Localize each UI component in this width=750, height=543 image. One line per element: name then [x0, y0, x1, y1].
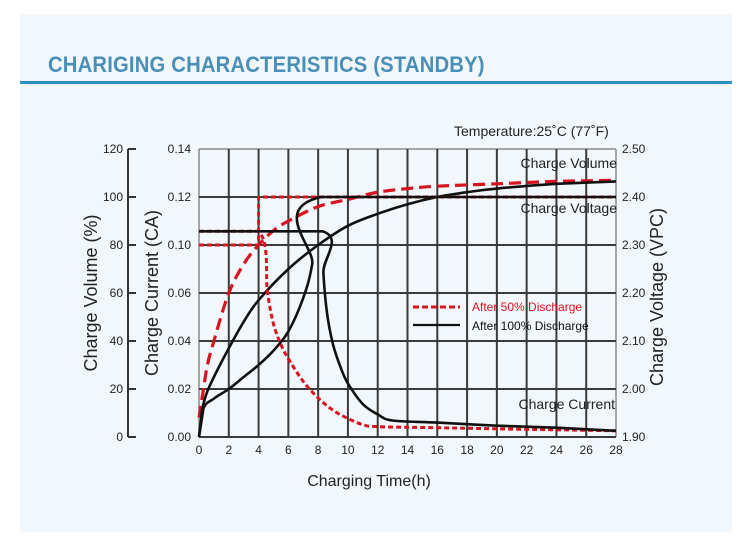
series-charge-voltage-after-100-discharge — [197, 195, 616, 438]
current-tick-label: 0.06 — [168, 286, 192, 300]
chart-panel — [20, 14, 732, 532]
voltage-tick-label: 2.10 — [622, 334, 646, 348]
volume-tick-label: 100 — [103, 190, 123, 204]
x-tick-label: 4 — [255, 443, 262, 457]
annotation-charge-voltage: Charge Voltage — [520, 200, 617, 216]
x-tick-label: 0 — [196, 443, 203, 457]
current-tick-label: 0.10 — [168, 238, 192, 252]
legend-label-50: After 50% Discharge — [472, 300, 582, 314]
x-tick-label: 16 — [431, 443, 445, 457]
x-tick-label: 14 — [401, 443, 415, 457]
page-title: CHARIGING CHARACTERISTICS (STANDBY) — [48, 52, 485, 77]
x-tick-label: 26 — [580, 443, 594, 457]
y-axis-title-voltage: Charge Voltage (VPC) — [647, 208, 667, 386]
volume-tick-label: 120 — [103, 142, 123, 156]
y-axis-title-volume: Charge Volume (%) — [81, 214, 101, 371]
x-tick-label: 20 — [490, 443, 504, 457]
series-charge-current-after-100-discharge — [199, 230, 617, 433]
x-tick-label: 28 — [609, 443, 623, 457]
series-charge-volume-after-100-discharge — [197, 180, 617, 438]
series — [197, 178, 617, 438]
x-tick-label: 24 — [550, 443, 564, 457]
y-axis-title-current: Charge Current (CA) — [142, 210, 162, 376]
volume-tick-label: 40 — [110, 334, 124, 348]
annotation-charge-volume: Charge Volume — [520, 155, 617, 171]
legend-label-100: After 100% Discharge — [472, 319, 589, 333]
current-tick-label: 0.14 — [168, 142, 192, 156]
x-tick-label: 6 — [285, 443, 292, 457]
temperature-note: Temperature:25˚C (77˚F) — [454, 123, 609, 139]
x-tick-label: 18 — [460, 443, 474, 457]
voltage-tick-label: 2.00 — [622, 382, 646, 396]
series-charge-voltage-after-50-discharge — [199, 195, 616, 247]
volume-tick-label: 80 — [110, 238, 124, 252]
series-charge-volume-after-50-discharge — [197, 178, 617, 419]
voltage-tick-label: 2.50 — [622, 142, 646, 156]
title-divider — [20, 81, 732, 84]
legend: After 50% Discharge After 100% Discharge — [413, 300, 589, 333]
x-tick-label: 8 — [315, 443, 322, 457]
x-axis-title: Charging Time(h) — [307, 473, 431, 490]
volume-tick-label: 0 — [116, 430, 123, 444]
voltage-tick-label: 2.30 — [622, 238, 646, 252]
volume-tick-label: 60 — [110, 286, 124, 300]
voltage-tick-label: 2.40 — [622, 190, 646, 204]
x-tick-label: 2 — [225, 443, 232, 457]
series-charge-current-after-50-discharge — [199, 229, 617, 433]
volume-tick-label: 20 — [110, 382, 124, 396]
grid — [198, 148, 617, 438]
voltage-tick-label: 2.20 — [622, 286, 646, 300]
voltage-tick-label: 1.90 — [622, 430, 646, 444]
current-tick-label: 0.02 — [168, 382, 192, 396]
x-tick-label: 22 — [520, 443, 534, 457]
current-tick-label: 0.04 — [168, 334, 192, 348]
x-tick-label: 12 — [371, 443, 385, 457]
current-tick-label: 0.00 — [168, 430, 192, 444]
current-tick-label: 0.12 — [168, 190, 192, 204]
x-tick-label: 10 — [341, 443, 355, 457]
annotation-charge-current: Charge Current — [519, 396, 616, 412]
